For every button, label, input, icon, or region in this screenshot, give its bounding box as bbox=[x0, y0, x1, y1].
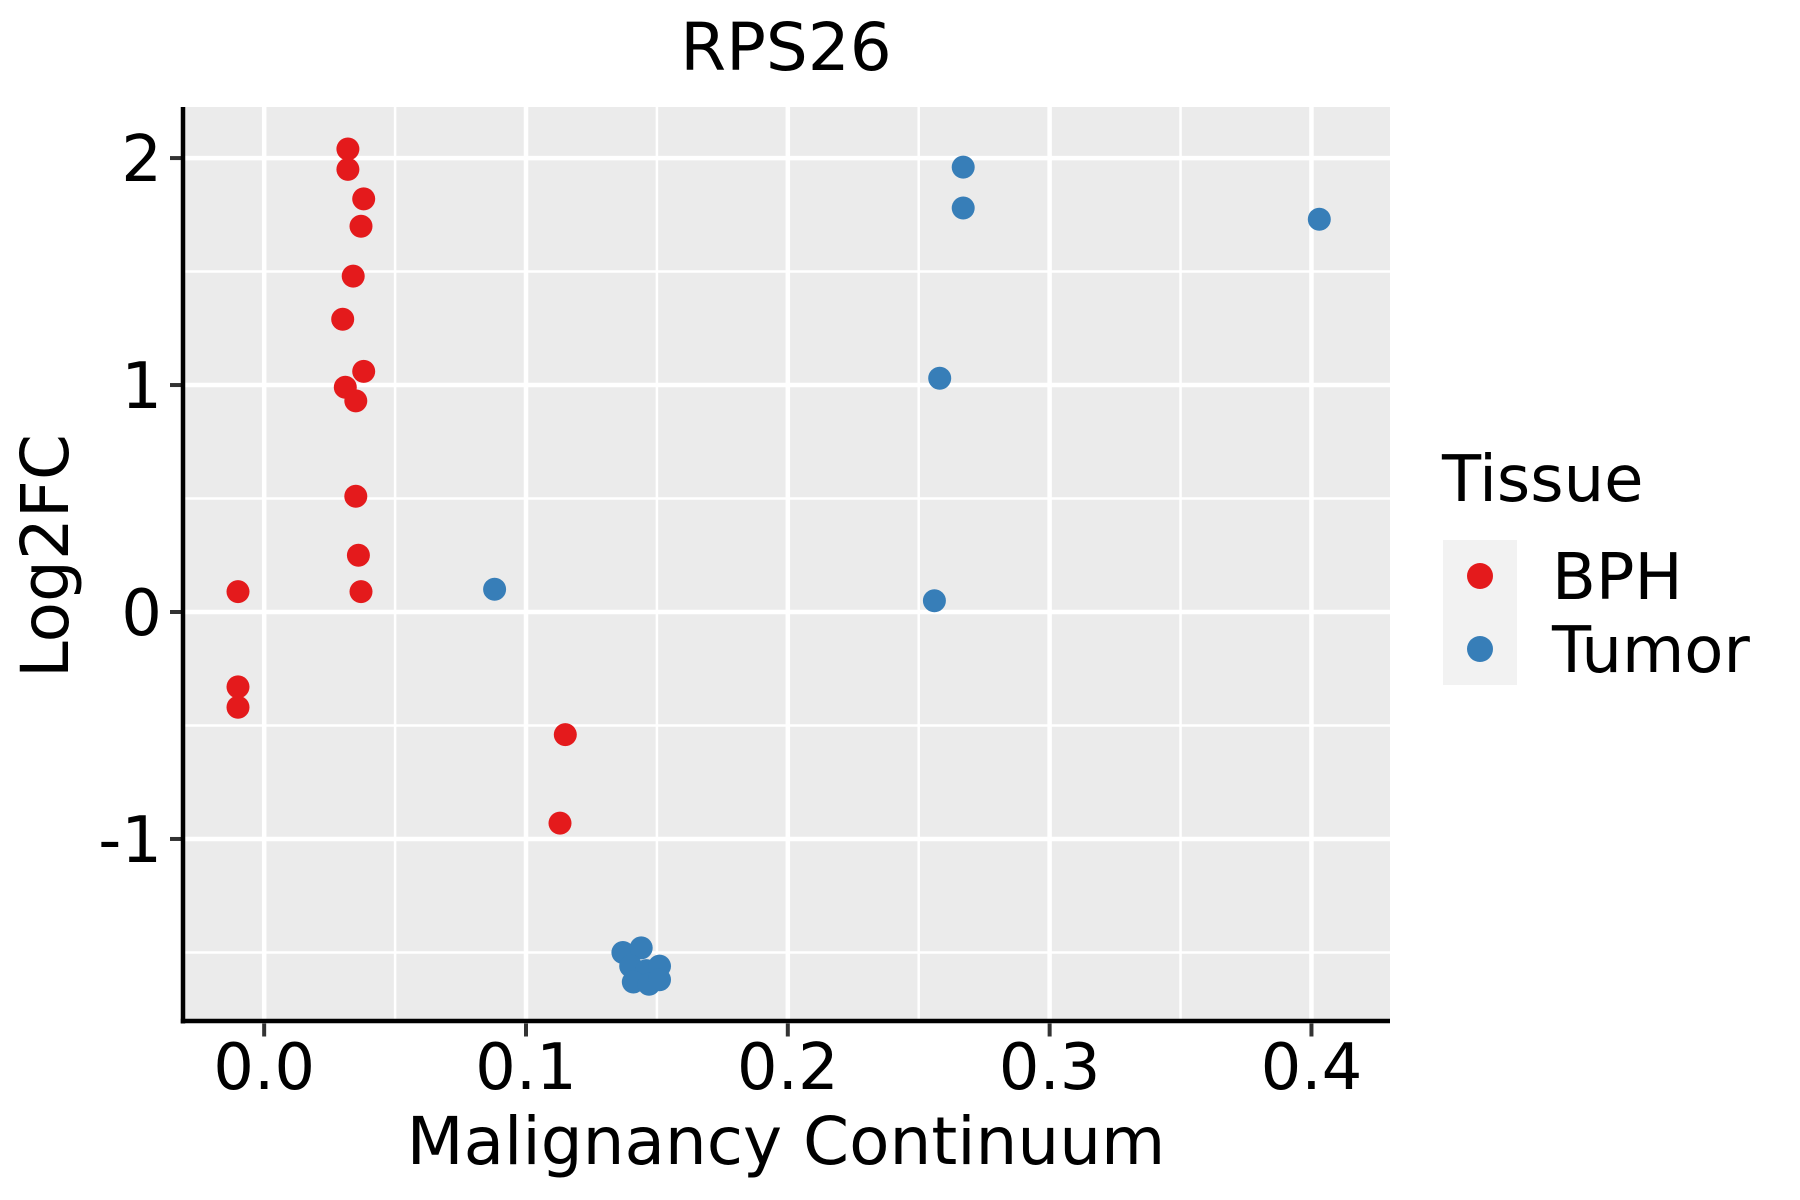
legend-dot-bph-icon bbox=[1467, 563, 1493, 589]
data-point-bph bbox=[346, 543, 370, 567]
data-point-bph bbox=[341, 264, 365, 288]
legend: Tissue BPH Tumor bbox=[1441, 443, 1750, 688]
gridlines-major bbox=[183, 107, 1390, 1021]
x-tick-label: 0.2 bbox=[737, 1031, 839, 1105]
legend-dot-tumor-icon bbox=[1467, 636, 1493, 662]
data-point-tumor bbox=[951, 155, 975, 179]
data-point-bph bbox=[352, 187, 376, 211]
data-point-tumor bbox=[1307, 207, 1331, 231]
data-point-bph bbox=[548, 811, 572, 835]
legend-label-bph: BPH bbox=[1552, 541, 1683, 615]
y-tick-label: 2 bbox=[121, 123, 162, 197]
y-tick-label: 1 bbox=[121, 350, 162, 424]
data-points bbox=[226, 137, 1331, 996]
data-point-bph bbox=[553, 723, 577, 747]
data-point-bph bbox=[349, 214, 373, 238]
data-point-tumor bbox=[922, 589, 946, 613]
x-tick-label: 0.0 bbox=[213, 1031, 315, 1105]
data-point-bph bbox=[226, 580, 250, 604]
plot-title: RPS26 bbox=[680, 9, 892, 86]
data-point-bph bbox=[226, 675, 250, 699]
x-tick-label: 0.4 bbox=[1261, 1031, 1363, 1105]
data-point-tumor bbox=[928, 366, 952, 390]
data-point-bph bbox=[349, 580, 373, 604]
data-point-bph bbox=[331, 307, 355, 331]
data-point-bph bbox=[344, 389, 368, 413]
axis-ticks bbox=[170, 156, 1314, 1037]
x-tick-label: 0.3 bbox=[999, 1031, 1101, 1105]
y-axis-title: Log2FC bbox=[7, 434, 84, 678]
data-point-tumor bbox=[483, 577, 507, 601]
data-point-bph bbox=[336, 157, 360, 181]
data-point-tumor bbox=[629, 936, 653, 960]
legend-label-tumor: Tumor bbox=[1551, 614, 1750, 688]
data-point-tumor bbox=[951, 196, 975, 220]
y-tick-label: -1 bbox=[98, 804, 162, 878]
data-point-bph bbox=[226, 695, 250, 719]
y-tick-label: 0 bbox=[121, 577, 162, 651]
data-point-bph bbox=[336, 137, 360, 161]
data-point-bph bbox=[352, 359, 376, 383]
axis-tick-labels: 0.0 0.1 0.2 0.3 0.4 2 1 0 -1 bbox=[98, 123, 1362, 1105]
data-point-bph bbox=[344, 484, 368, 508]
x-tick-label: 0.1 bbox=[475, 1031, 577, 1105]
data-point-tumor bbox=[648, 968, 671, 992]
x-axis-title: Malignancy Continuum bbox=[407, 1103, 1166, 1180]
legend-title: Tissue bbox=[1441, 443, 1644, 517]
